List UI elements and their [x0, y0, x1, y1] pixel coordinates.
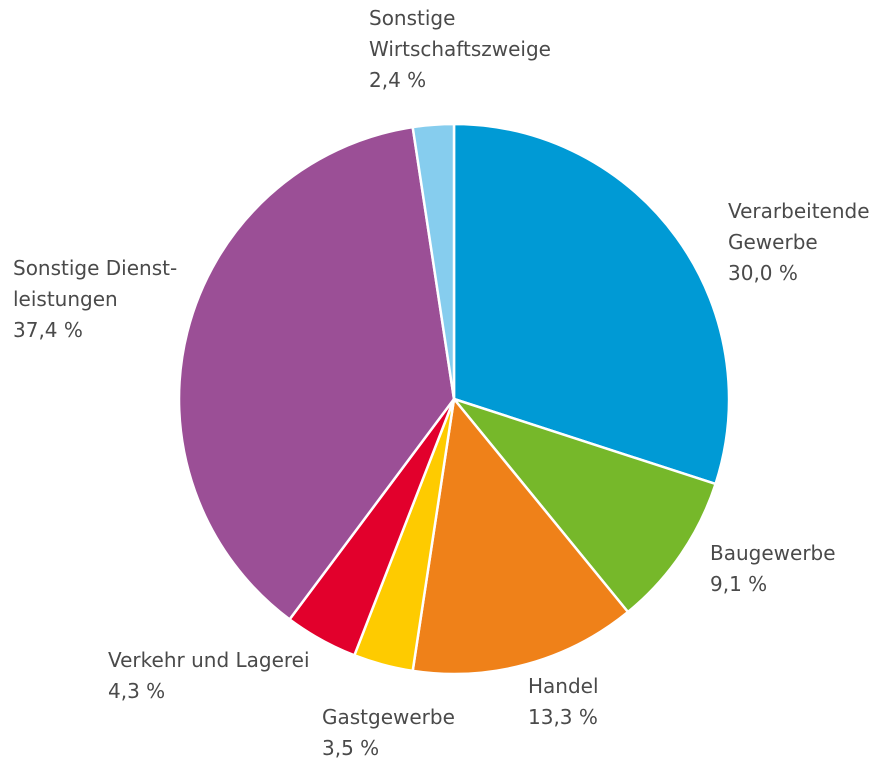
- slice-value-text: 3,5 %: [322, 736, 379, 758]
- pie-slice-verarbeitendes-gewerbe: [452, 122, 731, 486]
- slice-name-text: leistungen: [13, 287, 118, 311]
- slice-name-text: Wirtschaftszweige: [369, 37, 551, 61]
- slice-name-text: Gastgewerbe: [322, 705, 455, 729]
- slice-label-handel: Handel 13,3 %: [528, 674, 599, 729]
- pie-slice-sonstige-wirtschaftszweige: [411, 122, 456, 401]
- slice-value-text: 13,3 %: [528, 705, 598, 729]
- slice-label-verarbeitendes-gewerbe: Verarbeitendes Gewerbe 30,0 %: [728, 199, 870, 285]
- slice-value-text: 37,4 %: [13, 318, 83, 342]
- pie-slice-baugewerbe: [452, 397, 717, 614]
- pie-labels: Verarbeitendes Gewerbe 30,0 % Baugewerbe 9,1…: [13, 6, 870, 758]
- slice-label-gastgewerbe: Gastgewerbe 3,5 %: [322, 705, 455, 758]
- slice-label-verkehr-und-lagerei: Verkehr und Lagerei 4,3 %: [108, 648, 310, 703]
- slice-name-text: Verkehr und Lagerei: [108, 648, 310, 672]
- slice-label-sonstige-dienstleistungen: Sonstige Dienst-leistungen 37,4 %: [13, 256, 177, 342]
- slice-name-text: Sonstige Dienst-: [13, 256, 177, 280]
- pie-slice-sonstige-dienstleistungen: [177, 125, 456, 621]
- slice-label-sonstige-wirtschaftszweige: Sonstige Wirtschaftszweige 2,4 %: [369, 6, 551, 92]
- pie-slices: [177, 122, 731, 676]
- slice-value-text: 9,1 %: [710, 572, 767, 596]
- slice-name-text: Sonstige: [369, 6, 455, 30]
- slice-name-text: Baugewerbe: [710, 541, 836, 565]
- slice-value-text: 2,4 %: [369, 68, 426, 92]
- slice-name-text: Verarbeitendes: [728, 199, 870, 223]
- slice-name-text: Gewerbe: [728, 230, 818, 254]
- pie-slice-handel: [411, 397, 630, 676]
- slice-value-text: 4,3 %: [108, 679, 165, 703]
- slice-value-text: 30,0 %: [728, 261, 798, 285]
- slice-label-baugewerbe: Baugewerbe 9,1 %: [710, 541, 836, 596]
- slice-name-text: Handel: [528, 674, 599, 698]
